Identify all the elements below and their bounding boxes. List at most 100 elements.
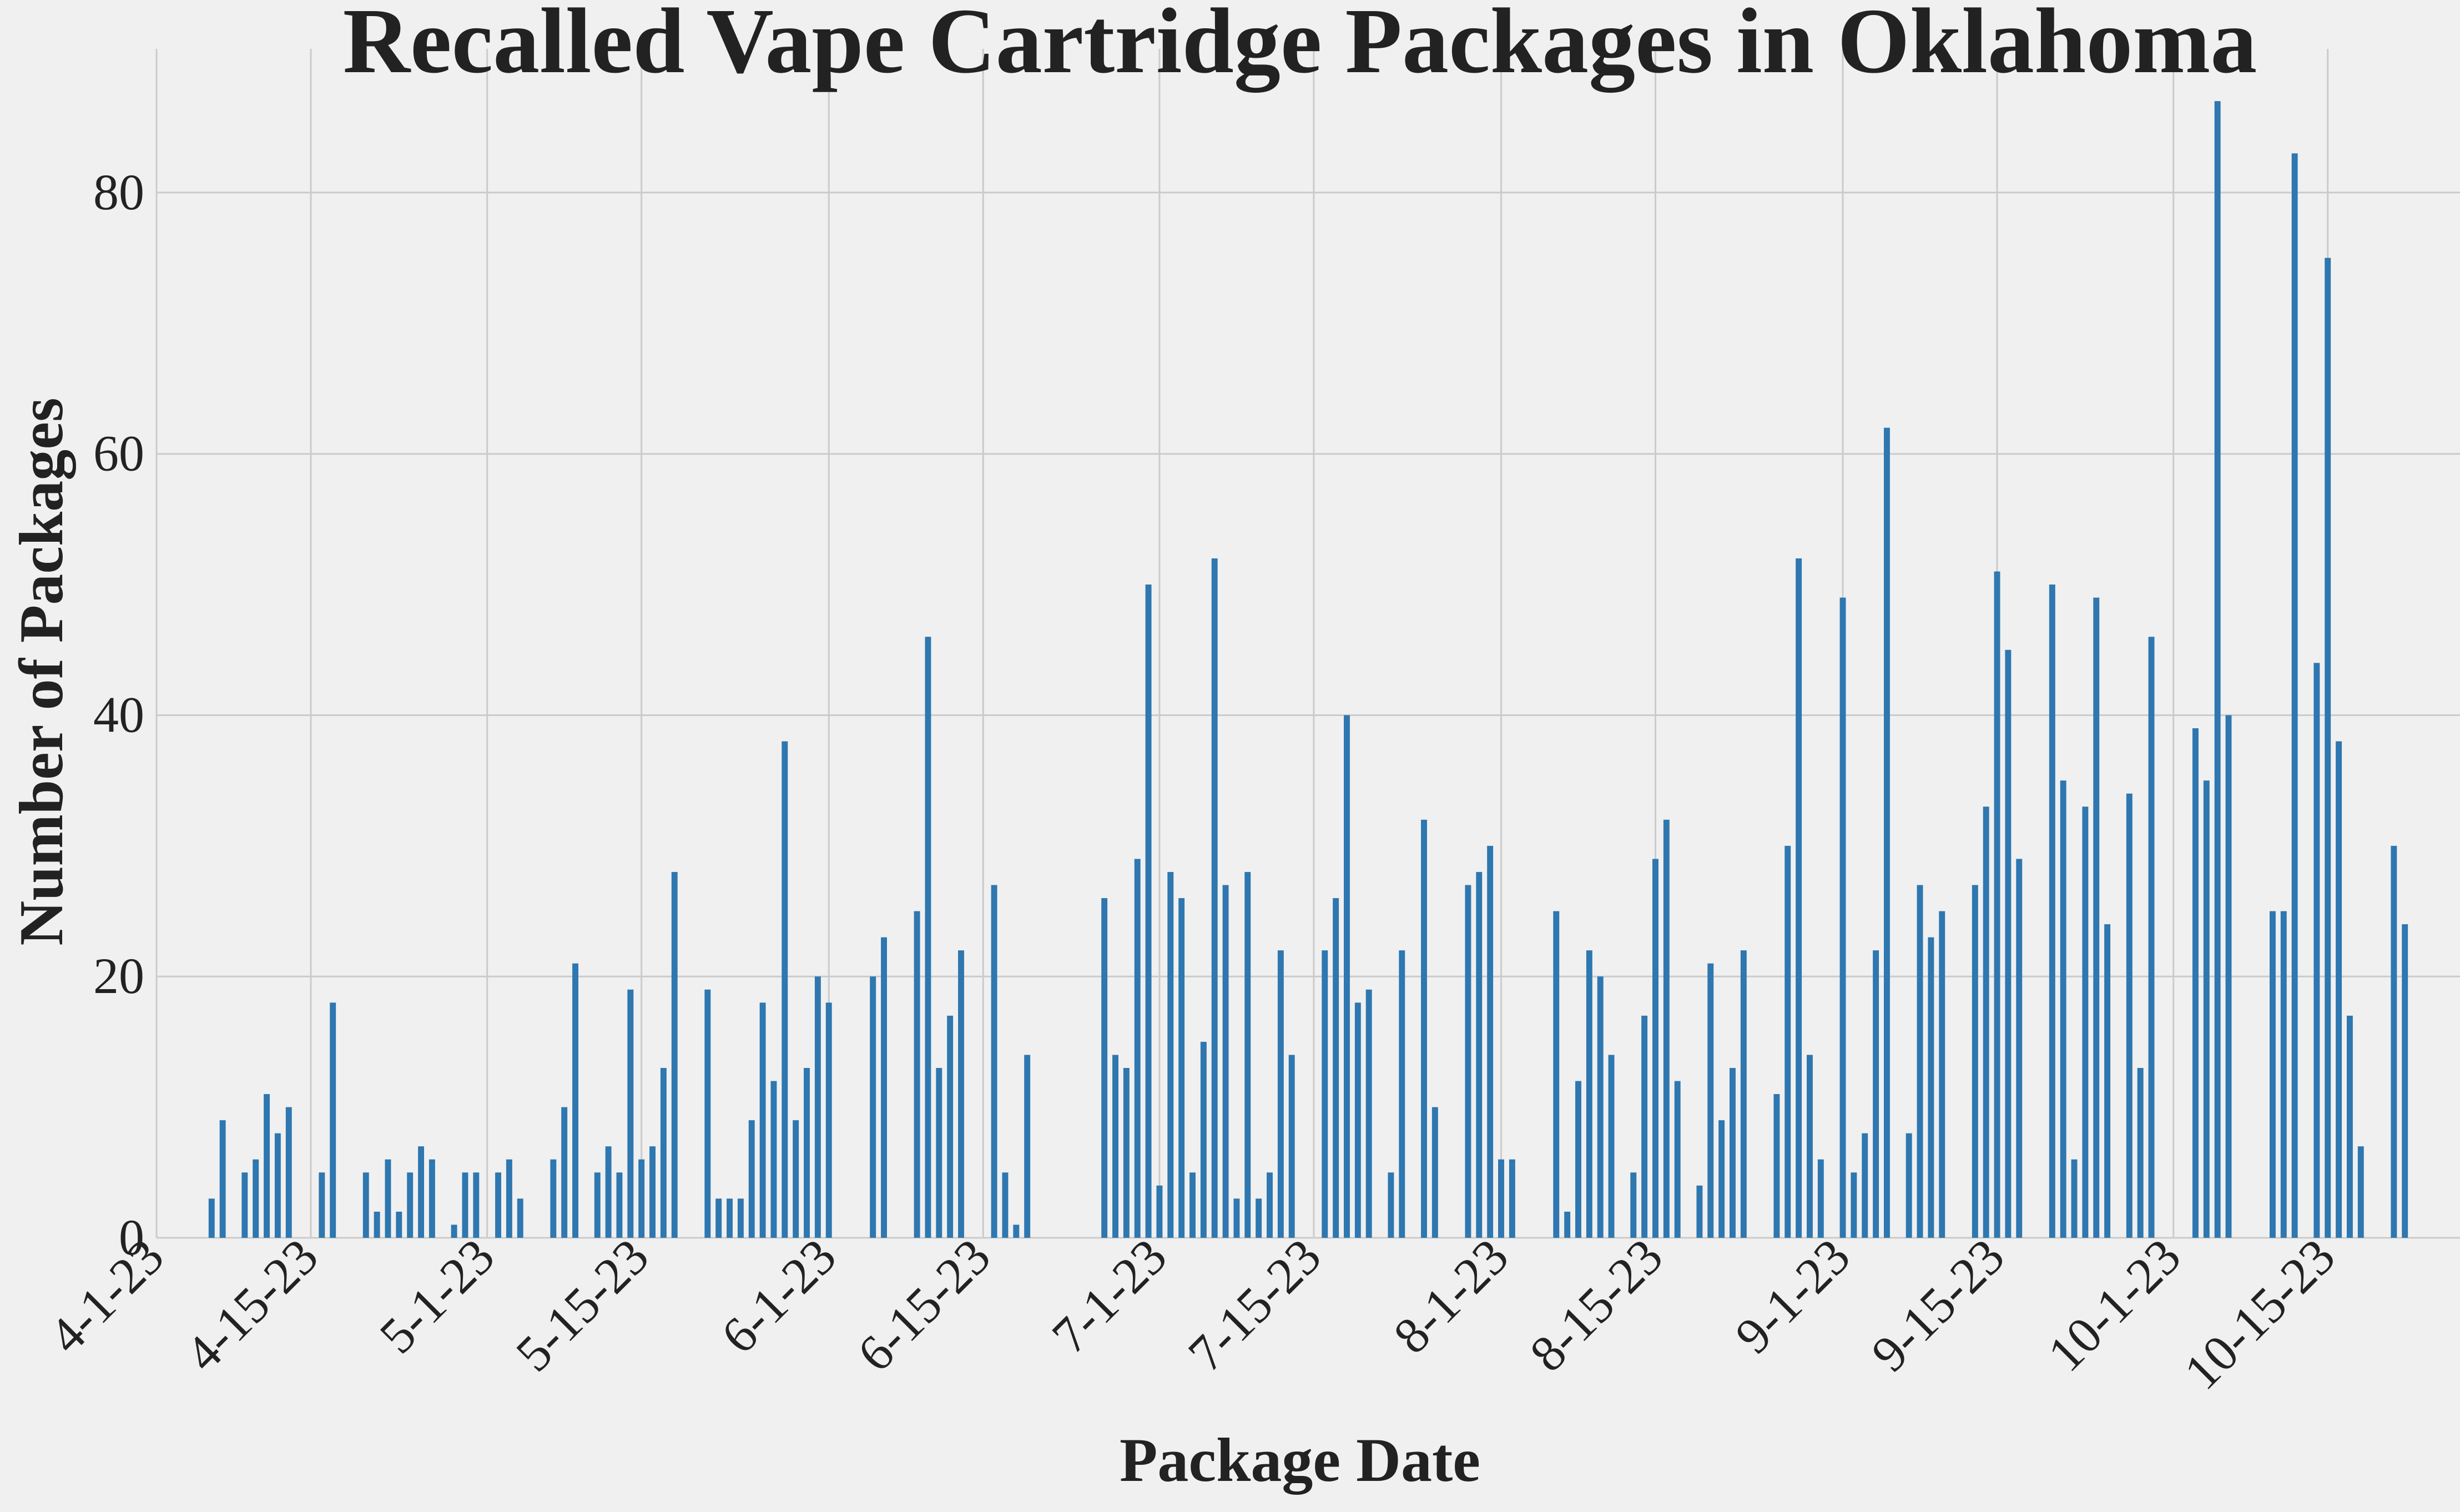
bar <box>429 1159 435 1238</box>
bar <box>759 1002 766 1238</box>
bar <box>2269 911 2276 1238</box>
bar <box>1388 1172 1394 1238</box>
bar <box>1267 1172 1273 1238</box>
y-axis-label: Number of Packages <box>7 397 76 945</box>
bar <box>1740 950 1747 1238</box>
bar <box>1674 1081 1681 1238</box>
bar <box>550 1159 557 1238</box>
bar <box>1244 871 1251 1238</box>
bar <box>770 1081 777 1238</box>
y-tick-label: 0 <box>119 1209 144 1266</box>
bar <box>1002 1172 1009 1238</box>
bar <box>1630 1172 1637 1238</box>
bar <box>1509 1159 1515 1238</box>
bar <box>671 871 678 1238</box>
bar <box>330 1002 336 1238</box>
bar <box>2291 153 2298 1238</box>
bar <box>462 1172 468 1238</box>
bar <box>2391 845 2397 1238</box>
bar <box>1288 1055 1295 1238</box>
bar <box>208 1198 215 1238</box>
bar <box>362 1172 369 1238</box>
bar <box>881 937 887 1238</box>
bar <box>1112 1055 1118 1238</box>
bar <box>704 989 711 1238</box>
bar <box>1939 911 1945 1238</box>
bar <box>506 1159 512 1238</box>
bar <box>396 1211 402 1238</box>
bar <box>804 1068 810 1238</box>
bar <box>2203 780 2210 1238</box>
bar <box>2225 715 2232 1238</box>
bar <box>517 1198 523 1238</box>
bar <box>991 885 997 1238</box>
bar <box>2313 663 2320 1238</box>
bar <box>947 1015 954 1238</box>
bar <box>1465 885 1471 1238</box>
bar <box>1487 845 1494 1238</box>
bar <box>1807 1055 1813 1238</box>
bar <box>1553 911 1560 1238</box>
bar <box>1431 1107 1438 1238</box>
bar <box>1906 1133 1912 1238</box>
bar <box>451 1224 457 1238</box>
bar <box>2137 1068 2144 1238</box>
bar <box>1597 976 1604 1238</box>
bar <box>594 1172 601 1238</box>
bar <box>418 1146 425 1238</box>
bar <box>737 1198 744 1238</box>
bar <box>561 1107 568 1238</box>
bar <box>1024 1055 1031 1238</box>
bar <box>660 1068 667 1238</box>
y-tick-label: 20 <box>93 947 144 1004</box>
bar <box>2325 258 2331 1238</box>
bar <box>1917 885 1923 1238</box>
bar <box>274 1133 281 1238</box>
bar <box>793 1120 799 1238</box>
bar <box>1354 1002 1361 1238</box>
bar <box>2280 911 2287 1238</box>
bar <box>1421 819 1427 1238</box>
bar <box>1399 950 1405 1238</box>
bar <box>1718 1120 1725 1238</box>
y-tick-label: 80 <box>93 164 144 220</box>
bar <box>627 989 634 1238</box>
bar <box>1564 1211 1571 1238</box>
bar <box>1817 1159 1824 1238</box>
bar <box>2126 793 2133 1238</box>
bar <box>1344 715 1350 1238</box>
bar <box>374 1211 380 1238</box>
bar <box>1928 937 1934 1238</box>
bar <box>2060 780 2066 1238</box>
bar <box>616 1172 623 1238</box>
bar <box>1862 1133 1868 1238</box>
bar <box>1476 871 1483 1238</box>
bar <box>1873 950 1879 1238</box>
bar <box>1796 558 1802 1238</box>
bar <box>1839 597 1846 1238</box>
bar <box>1222 885 1229 1238</box>
bar <box>2104 924 2111 1238</box>
bar <box>715 1198 722 1238</box>
bar <box>1101 898 1108 1238</box>
grid-lines <box>155 49 2460 1239</box>
bar <box>2214 101 2221 1238</box>
bars <box>208 101 2408 1238</box>
bar <box>219 1120 226 1238</box>
bar <box>1189 1172 1196 1238</box>
bar <box>1707 963 1714 1238</box>
bar <box>2402 924 2408 1238</box>
bar <box>572 963 579 1238</box>
bar <box>2071 1159 2078 1238</box>
bar <box>1884 427 1890 1238</box>
x-axis-label: Package Date <box>1120 1426 1480 1495</box>
bar <box>1200 1041 1207 1238</box>
bar <box>1123 1068 1130 1238</box>
bar <box>2357 1146 2364 1238</box>
bar <box>1773 1094 1780 1238</box>
bar <box>264 1094 270 1238</box>
bar <box>727 1198 733 1238</box>
bar <box>319 1172 325 1238</box>
